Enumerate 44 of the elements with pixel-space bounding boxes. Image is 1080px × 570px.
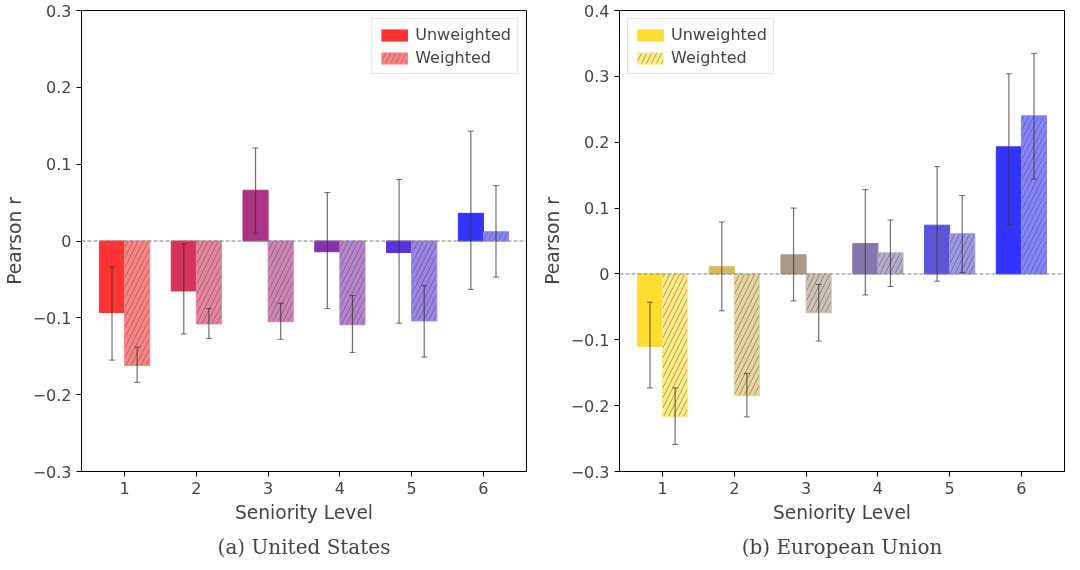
- text: (b) European Union: [741, 534, 943, 559]
- x-tick-label: 2: [191, 478, 202, 498]
- legend-label: Weighted: [415, 48, 491, 67]
- bar: [780, 254, 807, 275]
- x-axis-title: Seniority Level: [234, 501, 374, 523]
- x-tick-label: 4: [334, 478, 345, 498]
- y-tick-label: −0.2: [570, 396, 610, 416]
- y-axis-title: Pearson r: [3, 196, 25, 285]
- x-tick-label: 3: [801, 478, 812, 498]
- y-tick-label: −0.1: [570, 330, 610, 350]
- y-tick-label: 0.1: [46, 155, 72, 175]
- x-tick-label: 5: [944, 478, 955, 498]
- legend-label: Unweighted: [671, 25, 767, 44]
- y-tick-label: −0.3: [32, 462, 72, 482]
- x-tick-label: 5: [406, 478, 417, 498]
- text: (a) United States: [217, 534, 391, 559]
- y-tick-label: 0.3: [584, 67, 610, 87]
- bar: [170, 240, 197, 292]
- bar: [636, 273, 664, 347]
- y-tick-label: 0.3: [46, 1, 72, 21]
- legend-label: Weighted: [671, 48, 747, 67]
- y-tick-label: −0.3: [570, 462, 610, 482]
- y-tick-label: 0.4: [584, 1, 610, 21]
- bar: [852, 243, 879, 275]
- x-tick-label: 1: [657, 478, 668, 498]
- x-tick-label: 6: [1016, 478, 1027, 498]
- legend-label: Unweighted: [415, 25, 511, 44]
- x-tick-label: 3: [263, 478, 274, 498]
- x-tick-label: 6: [478, 478, 489, 498]
- y-tick-label: −0.1: [32, 308, 72, 328]
- x-tick-label: 1: [119, 478, 130, 498]
- y-tick-label: 0: [599, 264, 610, 284]
- y-tick-label: −0.2: [32, 385, 72, 405]
- x-tick-label: 2: [729, 478, 740, 498]
- x-axis-title: Seniority Level: [772, 501, 912, 523]
- y-tick-label: 0.2: [46, 78, 72, 98]
- bar: [98, 240, 126, 313]
- bar: [242, 189, 269, 242]
- y-axis-title: Pearson r: [541, 196, 563, 285]
- bar: [995, 146, 1022, 275]
- y-tick-label: 0: [61, 232, 72, 251]
- y-tick-label: 0.2: [584, 133, 610, 153]
- y-tick-label: 0.1: [584, 199, 610, 219]
- x-tick-label: 4: [872, 478, 883, 498]
